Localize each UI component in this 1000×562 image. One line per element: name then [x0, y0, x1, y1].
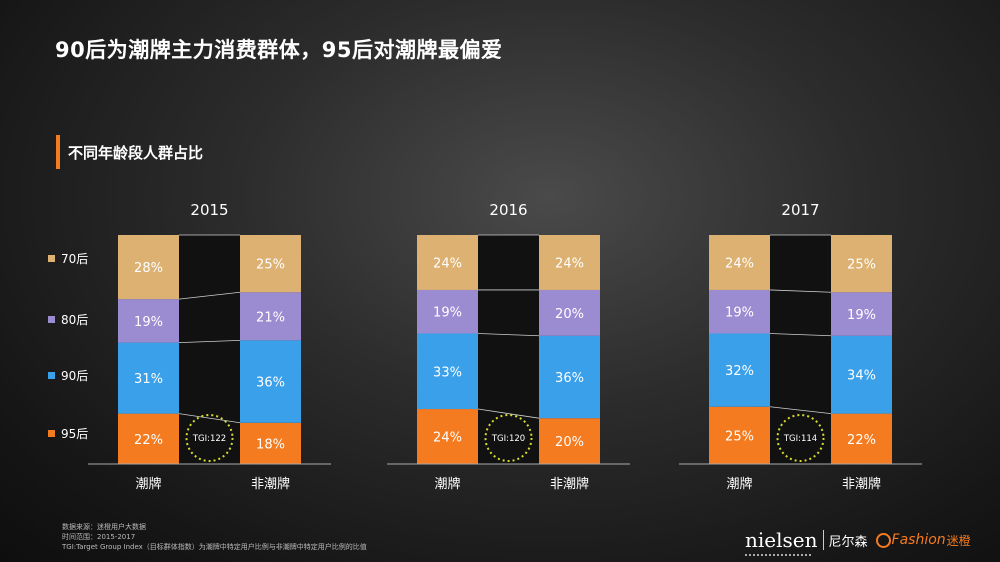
legend-item-95: 95后	[48, 425, 88, 442]
bar-data-label: 34%	[847, 369, 876, 384]
bar-data-label: 33%	[433, 365, 462, 380]
bar-data-label: 20%	[555, 307, 584, 322]
legend-label-90: 90后	[61, 369, 89, 383]
bar-segment	[118, 342, 179, 414]
page-title: 90后为潮牌主力消费群体，95后对潮牌最偏爱	[55, 38, 503, 62]
bar-data-label: 25%	[847, 258, 876, 273]
bar-segment	[118, 413, 179, 464]
connector-line	[178, 291, 241, 300]
bar-segment	[417, 409, 478, 464]
bar-data-label: 20%	[555, 435, 584, 450]
bar-segment	[709, 289, 770, 334]
bar-segment	[539, 335, 600, 419]
category-label: 非潮牌	[550, 476, 589, 492]
bar-data-label: 24%	[725, 256, 754, 271]
category-label: 非潮牌	[251, 476, 290, 492]
legend-swatch-95	[48, 430, 55, 437]
nielsen-cn-logo: 尼尔森	[828, 534, 868, 550]
bar-segment	[240, 235, 301, 293]
bar-segment	[709, 406, 770, 464]
subtitle-accent-bar	[56, 135, 60, 169]
bar-data-label: 19%	[433, 306, 462, 321]
tgi-circle	[185, 414, 234, 462]
bar-data-label: 21%	[256, 310, 285, 325]
legend-swatch-90	[48, 372, 55, 379]
brand-logos: nielsen 尼尔森 Fashion 迷橙	[745, 528, 971, 556]
connector-line	[477, 333, 540, 337]
bar-segment	[831, 335, 892, 414]
bar-segment	[240, 422, 301, 464]
bar-data-label: 25%	[256, 258, 285, 273]
bar-data-label: 22%	[134, 433, 163, 448]
bar-data-label: 19%	[725, 306, 754, 321]
bar-data-label: 24%	[433, 431, 462, 446]
legend-swatch-70	[48, 255, 55, 262]
bar-segment	[118, 235, 179, 300]
bar-data-label: 19%	[847, 308, 876, 323]
bar-segment	[831, 235, 892, 293]
legend-label-70: 70后	[61, 252, 89, 266]
bar-segment	[831, 413, 892, 464]
bar-data-label: 32%	[725, 364, 754, 379]
bar-segment	[709, 333, 770, 407]
bar-segment	[539, 418, 600, 464]
legend-item-80: 80后	[48, 311, 88, 328]
bar-segment	[417, 333, 478, 410]
bar-data-label: 25%	[725, 429, 754, 444]
legend-label-80: 80后	[61, 313, 89, 327]
tgi-label: TGI:122	[192, 434, 226, 444]
legend-label-95: 95后	[61, 427, 89, 441]
bar-segment	[831, 292, 892, 336]
bar-segment	[417, 235, 478, 290]
bar-data-label: 19%	[134, 315, 163, 330]
ofashion-logo: Fashion	[891, 532, 946, 548]
bar-data-label: 18%	[256, 437, 285, 452]
nielsen-logo-dots	[745, 554, 811, 556]
bar-segment	[539, 235, 600, 290]
chart-subtitle: 不同年龄段人群占比	[68, 144, 204, 162]
bar-segment	[539, 289, 600, 336]
bar-data-label: 36%	[555, 371, 584, 386]
legend-item-90: 90后	[48, 367, 88, 384]
bar-segment	[417, 289, 478, 334]
connector-line	[769, 289, 832, 293]
bar-data-label: 28%	[134, 261, 163, 276]
category-label: 潮牌	[726, 476, 752, 492]
connector-line	[477, 408, 540, 419]
tgi-label: TGI:120	[491, 434, 525, 444]
legend-item-70: 70后	[48, 250, 88, 267]
ofashion-cn-logo: 迷橙	[946, 533, 971, 548]
tgi-label: TGI:114	[783, 434, 817, 444]
connector-line	[769, 406, 832, 415]
bar-data-label: 31%	[134, 372, 163, 387]
category-label: 非潮牌	[842, 476, 881, 492]
panel-year-label: 2016	[489, 201, 527, 219]
bar-segment	[709, 235, 770, 290]
bar-data-label: 22%	[847, 433, 876, 448]
tgi-circle	[776, 414, 825, 462]
bar-segment	[240, 340, 301, 423]
connector-line	[178, 339, 241, 344]
category-label: 潮牌	[434, 476, 460, 492]
bar-segment	[240, 292, 301, 341]
panel-year-label: 2015	[190, 201, 228, 219]
connector-line	[178, 413, 241, 424]
bar-data-label: 36%	[256, 376, 285, 391]
nielsen-logo: nielsen	[745, 528, 818, 552]
connector-line	[769, 333, 832, 337]
category-label: 潮牌	[135, 476, 161, 492]
bar-data-label: 24%	[555, 256, 584, 271]
bar-segment	[118, 299, 179, 343]
brand-divider	[822, 530, 824, 550]
footnote-source: 数据来源：迷橙用户大数据	[62, 523, 146, 531]
footnote-time-range: 时间范围：2015-2017	[62, 533, 136, 541]
legend-swatch-80	[48, 316, 55, 323]
tgi-circle	[484, 414, 533, 462]
panel-year-label: 2017	[781, 201, 819, 219]
footnote-tgi-definition: TGI:Target Group Index（目标群体指数）为潮牌中特定用户比例…	[62, 543, 367, 551]
ofashion-o-icon	[875, 532, 891, 548]
bar-data-label: 24%	[433, 256, 462, 271]
